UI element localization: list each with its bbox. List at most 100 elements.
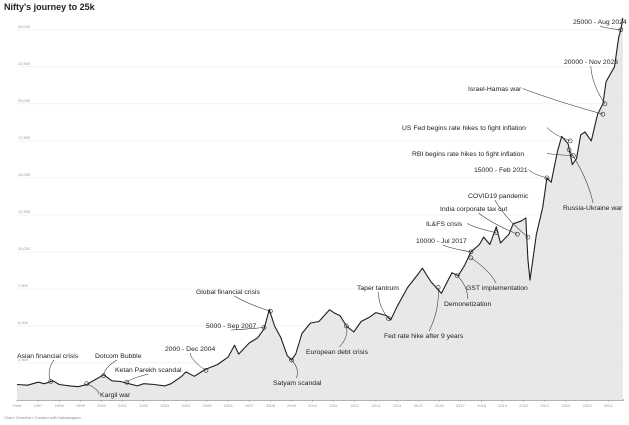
annotation-connector bbox=[590, 65, 606, 104]
y-tick-label: 12,500 bbox=[18, 209, 31, 214]
annotation-label: Satyam scandal bbox=[273, 380, 322, 387]
annotation-connector bbox=[103, 359, 117, 376]
annotation-label: Israel-Hamas war bbox=[468, 86, 522, 93]
x-tick-label: 2005 bbox=[203, 403, 213, 408]
annotation-label: RBI begins rate hikes to fight inflation bbox=[412, 151, 524, 158]
x-tick-label: 1996 bbox=[13, 403, 23, 408]
y-tick-label: 22,500 bbox=[18, 61, 31, 66]
annotation-label: 25000 - Aug 2024 bbox=[573, 19, 627, 26]
x-tick-label: 2016 bbox=[435, 403, 445, 408]
annotation-connector bbox=[442, 244, 471, 253]
annotation-label: India corporate tax cut bbox=[440, 206, 507, 213]
annotation-marker bbox=[261, 325, 267, 330]
annotation-marker bbox=[602, 101, 608, 107]
annotation-connector bbox=[428, 287, 439, 332]
annotation-label: 5000 - Sep 2007 bbox=[206, 323, 256, 330]
x-tick-label: 2022 bbox=[561, 403, 571, 408]
x-tick-label: 2004 bbox=[181, 403, 191, 408]
x-tick-label: 2024 bbox=[604, 403, 614, 408]
x-tick-label: 2003 bbox=[160, 403, 170, 408]
annotation-marker bbox=[600, 111, 606, 117]
annotation-label: Asian financial crisis bbox=[17, 353, 79, 360]
annotation-label: 2000 - Dec 2004 bbox=[165, 346, 215, 353]
annotation-connector bbox=[546, 127, 571, 142]
y-tick-label: 15,000 bbox=[18, 172, 31, 177]
annotation-connector bbox=[494, 199, 529, 238]
x-tick-label: 2011 bbox=[329, 403, 338, 408]
x-tick-label: 2023 bbox=[583, 403, 593, 408]
annotation-label: IL&FS crisis bbox=[426, 221, 463, 228]
annotation-label: 20000 - Nov 2023 bbox=[564, 59, 618, 66]
annotation-marker bbox=[515, 231, 520, 237]
x-tick-label: 2001 bbox=[118, 403, 128, 408]
y-tick-label: 10,000 bbox=[18, 246, 31, 251]
x-tick-label: 1997 bbox=[34, 403, 44, 408]
annotation-marker bbox=[493, 230, 499, 235]
annotation-connector bbox=[478, 212, 518, 235]
x-tick-label: 2019 bbox=[498, 403, 508, 408]
annotation-marker bbox=[525, 234, 531, 240]
annotation-marker bbox=[48, 379, 54, 384]
x-tick-label: 2013 bbox=[371, 403, 381, 408]
annotation-label: Russia-Ukraine war bbox=[563, 205, 623, 212]
x-tick-label: 2015 bbox=[414, 403, 424, 408]
x-tick-label: 2008 bbox=[266, 403, 276, 408]
annotation-marker bbox=[468, 255, 474, 261]
x-tick-label: 1998 bbox=[55, 403, 65, 408]
y-tick-label: 25,000 bbox=[18, 24, 31, 29]
series-line bbox=[16, 17, 624, 388]
x-tick-label: 2020 bbox=[519, 403, 529, 408]
annotation-marker bbox=[268, 308, 273, 314]
x-tick-label: 2021 bbox=[540, 403, 550, 408]
chart-title: Nifty's journey to 25k bbox=[4, 2, 95, 12]
annotation-marker bbox=[544, 175, 550, 181]
annotation-marker bbox=[566, 147, 572, 153]
annotation-label: COVID19 pandemic bbox=[468, 193, 529, 200]
annotation-marker bbox=[344, 323, 349, 329]
annotation-marker bbox=[454, 273, 460, 278]
annotation-connector bbox=[234, 295, 271, 312]
annotation-label: 15000 - Feb 2021 bbox=[474, 167, 528, 174]
annotation-marker bbox=[435, 285, 441, 290]
annotation-label: Demonetization bbox=[444, 301, 491, 308]
y-tick-label: 17,500 bbox=[18, 135, 31, 140]
annotation-marker bbox=[567, 138, 573, 144]
x-tick-label: 1999 bbox=[76, 403, 86, 408]
x-tick-label: 2009 bbox=[287, 403, 297, 408]
y-tick-label: 20,000 bbox=[18, 98, 31, 103]
annotation-marker bbox=[84, 381, 89, 387]
annotation-marker bbox=[618, 27, 624, 33]
annotation-connector bbox=[528, 169, 547, 179]
series-area bbox=[17, 18, 623, 400]
annotation-label: Fed rate hike after 9 years bbox=[384, 333, 464, 340]
annotation-label: GST implementation bbox=[466, 285, 528, 292]
annotation-label: Ketan Parekh scandal bbox=[115, 367, 182, 374]
annotation-label: Kargil war bbox=[100, 392, 131, 399]
annotation-label: Global financial crisis bbox=[196, 289, 260, 296]
x-tick-label: 2017 bbox=[456, 403, 466, 408]
x-tick-label: 2000 bbox=[97, 403, 107, 408]
chart-credit: Chart: Zerodha • Created with Datawrappe… bbox=[4, 415, 81, 420]
annotation-connector bbox=[599, 25, 621, 31]
x-tick-label: 2012 bbox=[350, 403, 360, 408]
annotation-connector bbox=[378, 291, 389, 319]
x-tick-label: 2007 bbox=[245, 403, 255, 408]
annotation-label: Taper tantrum bbox=[357, 285, 399, 292]
x-tick-label: 2010 bbox=[308, 403, 318, 408]
annotation-label: European debt crisis bbox=[306, 349, 369, 356]
annotation-connector bbox=[568, 149, 594, 204]
annotation-label: 10000 - Jul 2017 bbox=[416, 238, 467, 245]
x-tick-label: 2014 bbox=[393, 403, 403, 408]
y-tick-label: 5,000 bbox=[18, 320, 29, 325]
annotation-label: Dotcom Bubble bbox=[95, 353, 142, 360]
annotation-connector bbox=[522, 88, 603, 115]
annotation-marker bbox=[289, 357, 294, 363]
annotation-marker bbox=[468, 249, 474, 255]
x-tick-label: 2006 bbox=[224, 403, 234, 408]
annotation-marker bbox=[203, 368, 209, 373]
annotation-marker bbox=[124, 379, 130, 385]
y-tick-label: 2,500 bbox=[18, 357, 29, 362]
annotation-label: US Fed begins rate hikes to fight inflat… bbox=[402, 125, 526, 132]
